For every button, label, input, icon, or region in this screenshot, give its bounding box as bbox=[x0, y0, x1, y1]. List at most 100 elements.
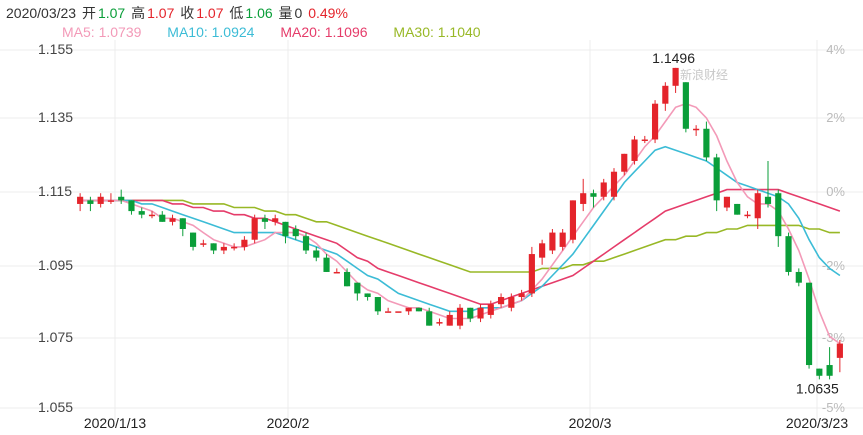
candle-body bbox=[662, 85, 669, 104]
candle-body bbox=[631, 139, 638, 161]
candle-body bbox=[580, 193, 587, 204]
candle-body bbox=[87, 200, 94, 204]
volume-value: 0 bbox=[294, 5, 303, 21]
percent-tick-label: 2% bbox=[826, 110, 845, 125]
candle-body bbox=[415, 307, 423, 312]
x-tick-label: 2020/3/23 bbox=[786, 415, 848, 431]
low-label: 低 bbox=[229, 5, 244, 21]
candle-body bbox=[549, 232, 556, 251]
annotations: 1.1496 1.0635 bbox=[652, 50, 839, 396]
percent-tick-label: -5% bbox=[822, 400, 846, 415]
candle-body bbox=[179, 218, 186, 229]
candle-body bbox=[621, 153, 628, 172]
y-tick-label: 1.115 bbox=[38, 183, 72, 199]
candle-body bbox=[651, 103, 659, 140]
y-tick-label: 1.075 bbox=[38, 329, 73, 345]
y-tick-label: 1.155 bbox=[38, 41, 73, 57]
candle-body bbox=[528, 254, 535, 294]
chart-grid bbox=[0, 40, 863, 420]
candle-body bbox=[200, 243, 207, 245]
candle-body bbox=[261, 218, 269, 222]
ma-legend: MA5: 1.0739 MA10: 1.0924 MA20: 1.1096 MA… bbox=[62, 24, 503, 40]
candle-body bbox=[682, 82, 689, 129]
candle-body bbox=[610, 171, 618, 197]
candle-body bbox=[477, 307, 484, 319]
max-annotation: 1.1496 bbox=[652, 50, 695, 66]
candle-body bbox=[467, 307, 474, 319]
quote-date: 2020/03/23 bbox=[6, 5, 77, 21]
candle-body bbox=[744, 214, 751, 217]
percent-tick-label: 4% bbox=[826, 42, 845, 57]
open-value: 1.07 bbox=[97, 5, 126, 21]
percent-tick-label: 0% bbox=[826, 184, 845, 199]
ma5-legend: MA5: 1.0739 bbox=[62, 24, 142, 40]
candle-body bbox=[128, 200, 135, 212]
candle-body bbox=[251, 218, 258, 240]
candle-body bbox=[723, 196, 731, 208]
candle-body bbox=[374, 297, 381, 312]
candle-body bbox=[446, 314, 453, 326]
candle-body bbox=[713, 157, 720, 201]
y-tick-label: 1.055 bbox=[38, 399, 73, 415]
candle-body bbox=[456, 307, 464, 326]
candle-body bbox=[805, 282, 813, 366]
volume-label: 量 bbox=[278, 5, 293, 21]
candle-body bbox=[600, 182, 607, 197]
candle-body bbox=[189, 232, 197, 247]
candle-body bbox=[302, 236, 310, 251]
candle-body bbox=[364, 293, 371, 298]
candle-body bbox=[795, 271, 802, 283]
x-axis: 2020/1/13 2020/2 2020/3 2020/3/23 bbox=[84, 415, 848, 431]
candle-body bbox=[590, 193, 597, 197]
percent-axis: 4% 2% 0% -2% -3% -5% bbox=[822, 42, 846, 415]
candle-body bbox=[220, 246, 227, 251]
candle-body bbox=[693, 128, 700, 131]
ma20-line bbox=[80, 188, 841, 306]
candle-body bbox=[426, 311, 433, 326]
x-tick-label: 2020/3 bbox=[569, 415, 612, 431]
candle-body bbox=[107, 200, 115, 202]
candle-body bbox=[754, 193, 761, 219]
candle-body bbox=[323, 257, 330, 272]
candle-body bbox=[148, 214, 156, 217]
ma20-legend: MA20: 1.1096 bbox=[280, 24, 368, 40]
candle-body bbox=[333, 271, 340, 274]
candle-body bbox=[405, 307, 412, 312]
candle-body bbox=[775, 193, 782, 237]
candle-body bbox=[785, 236, 792, 272]
high-label: 高 bbox=[131, 5, 146, 21]
open-label: 开 bbox=[81, 5, 96, 21]
candle-body bbox=[569, 200, 577, 240]
candle-body bbox=[826, 365, 833, 376]
candle-body bbox=[169, 218, 176, 222]
x-tick-label: 2020/2 bbox=[267, 415, 310, 431]
watermark: 新浪财经 bbox=[680, 67, 728, 82]
x-tick-label: 2020/1/13 bbox=[84, 415, 146, 431]
candle-body bbox=[487, 304, 494, 315]
y-tick-label: 1.095 bbox=[38, 257, 73, 273]
candle-body bbox=[282, 221, 289, 237]
close-value: 1.07 bbox=[196, 5, 224, 21]
candle-body bbox=[518, 293, 525, 298]
candle-body bbox=[816, 368, 823, 376]
min-annotation: 1.0635 bbox=[796, 380, 839, 396]
y-tick-label: 1.135 bbox=[38, 109, 73, 125]
low-value: 1.06 bbox=[245, 5, 273, 21]
candle-body bbox=[210, 243, 217, 251]
y-axis: 1.155 1.135 1.115 1.095 1.075 1.055 bbox=[38, 41, 73, 415]
close-label: 收 bbox=[180, 5, 195, 21]
candle-body bbox=[77, 196, 84, 204]
candle-body bbox=[354, 282, 361, 294]
candle-body bbox=[764, 196, 772, 204]
candle-body bbox=[508, 297, 515, 308]
candle-body bbox=[118, 196, 125, 201]
candle-body bbox=[559, 232, 566, 247]
candle-body bbox=[138, 211, 145, 215]
candle-body bbox=[272, 218, 279, 222]
candle-body bbox=[641, 139, 648, 141]
candle-body bbox=[97, 196, 104, 204]
candle-body bbox=[159, 214, 166, 222]
candle-body bbox=[231, 246, 238, 249]
candle-body bbox=[292, 229, 299, 237]
